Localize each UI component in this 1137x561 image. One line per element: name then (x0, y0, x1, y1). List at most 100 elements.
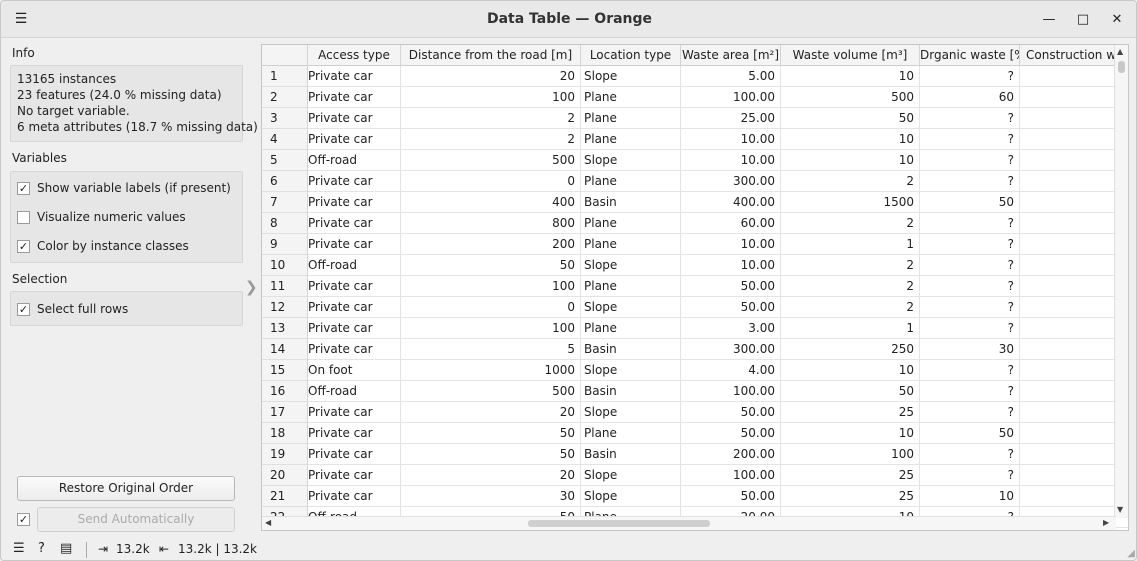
scroll-down-arrow-icon[interactable]: ▼ (1117, 505, 1124, 514)
table-cell-distance[interactable]: 100 (401, 318, 581, 339)
table-cell-waste-area[interactable]: 10.00 (681, 150, 781, 171)
row-header[interactable]: 1 (262, 66, 308, 87)
table-cell-waste-area[interactable]: 300.00 (681, 339, 781, 360)
send-automatically-button[interactable]: Send Automatically (37, 507, 235, 532)
color-by-class-checkbox[interactable]: ✓ (17, 239, 30, 253)
table-cell-construction-waste[interactable] (1020, 192, 1128, 213)
table-cell-waste-volume[interactable]: 1500 (781, 192, 920, 213)
table-cell-location-type[interactable]: Slope (581, 150, 681, 171)
column-header-distance[interactable]: Distance from the road [m] (401, 45, 581, 66)
table-cell-location-type[interactable]: Slope (581, 360, 681, 381)
table-cell-access-type[interactable]: Private car (308, 192, 401, 213)
table-cell-waste-volume[interactable]: 10 (781, 360, 920, 381)
table-cell-waste-volume[interactable]: 2 (781, 255, 920, 276)
table-cell-construction-waste[interactable] (1020, 381, 1128, 402)
table-cell-waste-area[interactable]: 60.00 (681, 213, 781, 234)
row-header[interactable]: 17 (262, 402, 308, 423)
table-cell-location-type[interactable]: Basin (581, 339, 681, 360)
table-cell-waste-area[interactable]: 50.00 (681, 486, 781, 507)
row-header[interactable]: 10 (262, 255, 308, 276)
table-cell-access-type[interactable]: Private car (308, 276, 401, 297)
table-cell-access-type[interactable]: Private car (308, 465, 401, 486)
table-cell-waste-area[interactable]: 300.00 (681, 171, 781, 192)
color-by-class-option[interactable]: ✓ Color by instance classes (17, 237, 189, 255)
table-cell-waste-volume[interactable]: 1 (781, 234, 920, 255)
table-cell-organic-waste[interactable]: ? (920, 213, 1020, 234)
visualize-numeric-checkbox[interactable] (17, 210, 30, 224)
table-cell-distance[interactable]: 2 (401, 108, 581, 129)
table-cell-location-type[interactable]: Plane (581, 108, 681, 129)
table-cell-organic-waste[interactable]: ? (920, 360, 1020, 381)
table-cell-access-type[interactable]: Off-road (308, 381, 401, 402)
table-cell-construction-waste[interactable] (1020, 444, 1128, 465)
table-cell-waste-volume[interactable]: 25 (781, 465, 920, 486)
table-cell-location-type[interactable]: Plane (581, 87, 681, 108)
table-cell-organic-waste[interactable]: 60 (920, 87, 1020, 108)
table-cell-construction-waste[interactable] (1020, 486, 1128, 507)
table-cell-waste-area[interactable]: 4.00 (681, 360, 781, 381)
row-header[interactable]: 9 (262, 234, 308, 255)
table-cell-construction-waste[interactable] (1020, 87, 1128, 108)
table-cell-waste-volume[interactable]: 100 (781, 444, 920, 465)
row-header[interactable]: 16 (262, 381, 308, 402)
table-cell-location-type[interactable]: Plane (581, 234, 681, 255)
table-cell-location-type[interactable]: Slope (581, 402, 681, 423)
table-cell-access-type[interactable]: Private car (308, 129, 401, 150)
table-cell-access-type[interactable]: Private car (308, 486, 401, 507)
table-cell-distance[interactable]: 500 (401, 381, 581, 402)
table-cell-waste-volume[interactable]: 10 (781, 66, 920, 87)
scroll-up-arrow-icon[interactable]: ▲ (1117, 47, 1124, 56)
column-header-location-type[interactable]: Location type (581, 45, 681, 66)
row-header[interactable]: 14 (262, 339, 308, 360)
table-cell-location-type[interactable]: Slope (581, 297, 681, 318)
table-cell-construction-waste[interactable] (1020, 297, 1128, 318)
column-header-waste-volume[interactable]: Waste volume [m³] (781, 45, 920, 66)
table-cell-waste-volume[interactable]: 2 (781, 171, 920, 192)
scroll-right-arrow-icon[interactable]: ▶ (1103, 518, 1110, 527)
row-header[interactable]: 5 (262, 150, 308, 171)
table-cell-waste-volume[interactable]: 50 (781, 381, 920, 402)
horizontal-scrollbar[interactable]: ◀ ▶ (262, 516, 1116, 530)
row-header[interactable]: 2 (262, 87, 308, 108)
maximize-icon[interactable]: □ (1076, 12, 1090, 27)
splitter-chevron-right-icon[interactable]: ❯ (245, 278, 258, 296)
resize-grip-icon[interactable]: ◢ (1127, 548, 1135, 559)
table-cell-waste-volume[interactable]: 2 (781, 276, 920, 297)
table-cell-location-type[interactable]: Slope (581, 255, 681, 276)
table-cell-construction-waste[interactable] (1020, 360, 1128, 381)
table-cell-access-type[interactable]: Private car (308, 318, 401, 339)
row-header[interactable]: 18 (262, 423, 308, 444)
horizontal-scroll-thumb[interactable] (528, 520, 710, 527)
auto-send-checkbox[interactable]: ✓ (17, 513, 30, 526)
row-header[interactable]: 7 (262, 192, 308, 213)
table-cell-construction-waste[interactable] (1020, 339, 1128, 360)
table-cell-organic-waste[interactable]: ? (920, 297, 1020, 318)
data-table[interactable]: Access type Distance from the road [m] Loc… (261, 44, 1129, 531)
table-cell-waste-area[interactable]: 100.00 (681, 381, 781, 402)
table-cell-organic-waste[interactable]: ? (920, 381, 1020, 402)
table-cell-distance[interactable]: 400 (401, 192, 581, 213)
table-cell-location-type[interactable]: Plane (581, 318, 681, 339)
table-cell-location-type[interactable]: Plane (581, 276, 681, 297)
show-labels-checkbox[interactable]: ✓ (17, 181, 30, 195)
table-cell-construction-waste[interactable] (1020, 423, 1128, 444)
table-cell-location-type[interactable]: Plane (581, 171, 681, 192)
table-cell-construction-waste[interactable] (1020, 150, 1128, 171)
report-document-icon[interactable]: ▤ (60, 541, 73, 556)
table-cell-waste-volume[interactable]: 25 (781, 486, 920, 507)
table-cell-waste-volume[interactable]: 25 (781, 402, 920, 423)
select-full-rows-option[interactable]: ✓ Select full rows (17, 300, 128, 318)
table-cell-waste-area[interactable]: 5.00 (681, 66, 781, 87)
table-cell-access-type[interactable]: Private car (308, 213, 401, 234)
table-cell-waste-area[interactable]: 100.00 (681, 87, 781, 108)
table-cell-distance[interactable]: 200 (401, 234, 581, 255)
table-cell-distance[interactable]: 20 (401, 402, 581, 423)
table-cell-waste-volume[interactable]: 10 (781, 423, 920, 444)
table-cell-organic-waste[interactable]: ? (920, 66, 1020, 87)
row-header[interactable]: 4 (262, 129, 308, 150)
row-header[interactable]: 6 (262, 171, 308, 192)
row-header[interactable]: 12 (262, 297, 308, 318)
table-cell-location-type[interactable]: Basin (581, 444, 681, 465)
table-cell-waste-area[interactable]: 400.00 (681, 192, 781, 213)
table-cell-waste-volume[interactable]: 500 (781, 87, 920, 108)
